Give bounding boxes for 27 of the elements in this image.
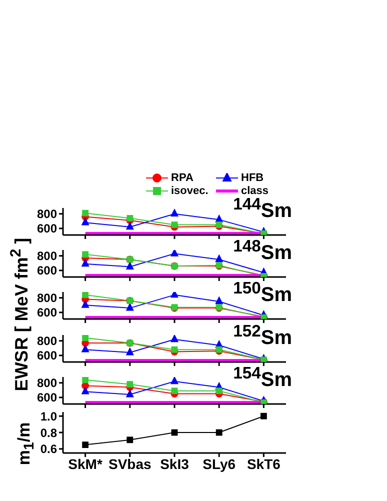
y-tick-label: 800 (36, 291, 58, 306)
annotation: $^{154}$Sm (233, 363, 292, 391)
x-tick-label: SkM* (68, 456, 103, 472)
y-tick-label: 600 (36, 222, 58, 236)
legend-label: isovec. (171, 184, 208, 196)
x-tick-label: SVbas (108, 456, 152, 472)
y-tick-label: 800 (36, 249, 58, 264)
annotation: $^{148}$Sm (233, 236, 292, 264)
y-tick-label: 600 (36, 306, 58, 320)
y-tick-label: 0.6 (40, 442, 58, 456)
y-tick-label: 600 (36, 390, 58, 405)
x-tick-label: SkT6 (246, 456, 281, 472)
y-tick-label: 0.8 (40, 426, 58, 440)
y-tick-label: 800 (36, 334, 58, 348)
annotation: $^{144}$Sm (233, 194, 292, 222)
y-tick-label: 600 (36, 348, 58, 363)
y-tick-label: 600 (36, 264, 58, 278)
legend-label: class (241, 184, 269, 196)
legend-label: HFB (241, 172, 264, 184)
x-tick-label: SkI3 (160, 456, 190, 472)
annotation: $^{152}$Sm (233, 321, 292, 349)
y-tick-label: 1.0 (40, 409, 58, 424)
legend-label: RPA (171, 172, 194, 184)
annotation: $^{150}$Sm (233, 278, 292, 306)
y-tick-label: 800 (36, 207, 58, 222)
x-tick-label: SLy6 (202, 456, 236, 472)
y-tick-label: 800 (36, 376, 58, 390)
